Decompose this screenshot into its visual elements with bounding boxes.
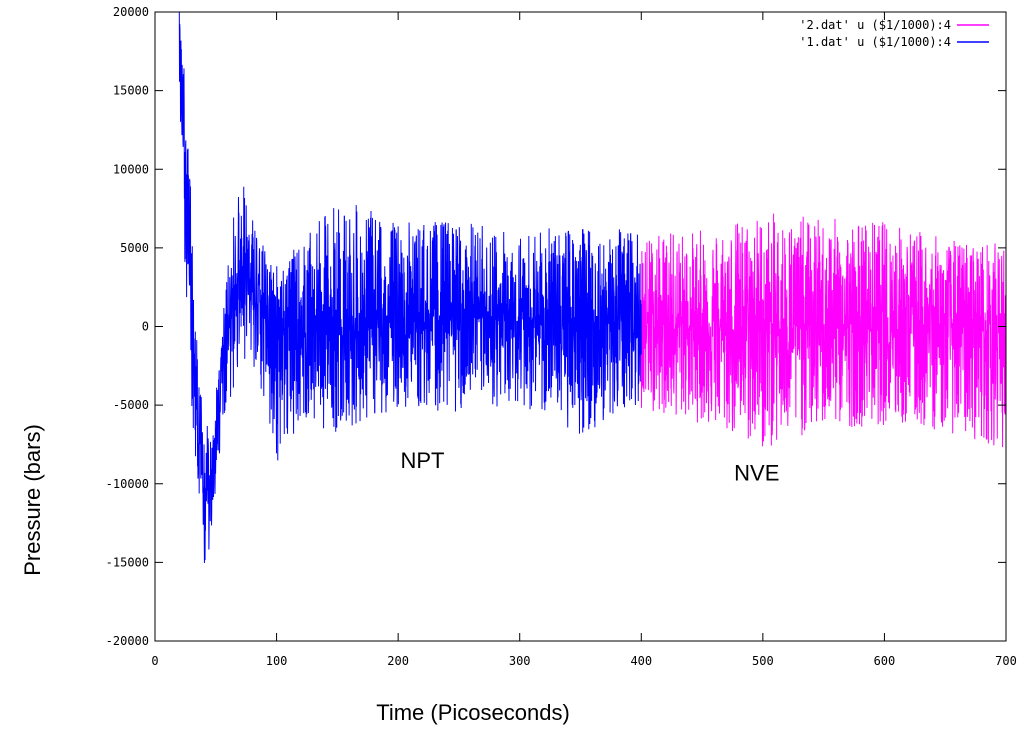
y-tick-label: -20000: [106, 634, 149, 648]
x-tick-label: 700: [995, 654, 1017, 668]
legend-label: '2.dat' u ($1/1000):4: [799, 18, 951, 32]
y-tick-label: 15000: [113, 84, 149, 98]
y-axis-ticks: 20000 15000 10000 5000 0 -5000 -10000 -15000 -20…: [106, 5, 1006, 648]
legend: '2.dat' u ($1/1000):4 '1.dat' u ($1/1000)…: [799, 18, 989, 49]
x-tick-label: 200: [387, 654, 409, 668]
y-tick-label: 0: [142, 320, 149, 334]
x-axis-label: Time (Picoseconds): [376, 700, 570, 725]
y-tick-label: 10000: [113, 162, 149, 176]
y-tick-label: -10000: [106, 477, 149, 491]
y-tick-label: -15000: [106, 555, 149, 569]
plot-series: [178, 11, 1007, 563]
x-tick-label: 400: [630, 654, 652, 668]
x-tick-label: 100: [266, 654, 288, 668]
x-tick-label: 0: [151, 654, 158, 668]
x-tick-label: 500: [752, 654, 774, 668]
y-axis-label: Pressure (bars): [20, 424, 45, 576]
series-line-2: [178, 11, 642, 563]
legend-label: '1.dat' u ($1/1000):4: [799, 35, 951, 49]
series-line-1: [640, 213, 1007, 448]
y-tick-label: 20000: [113, 5, 149, 19]
phase-annotation: NPT: [400, 448, 444, 473]
annotations: NPT NVE: [400, 448, 779, 486]
x-axis-ticks: 0 100 200 300 400 500 600 700: [151, 12, 1017, 668]
phase-annotation: NVE: [734, 461, 779, 486]
x-tick-label: 600: [874, 654, 896, 668]
y-tick-label: -5000: [113, 398, 149, 412]
x-tick-label: 300: [509, 654, 531, 668]
y-tick-label: 5000: [120, 241, 149, 255]
